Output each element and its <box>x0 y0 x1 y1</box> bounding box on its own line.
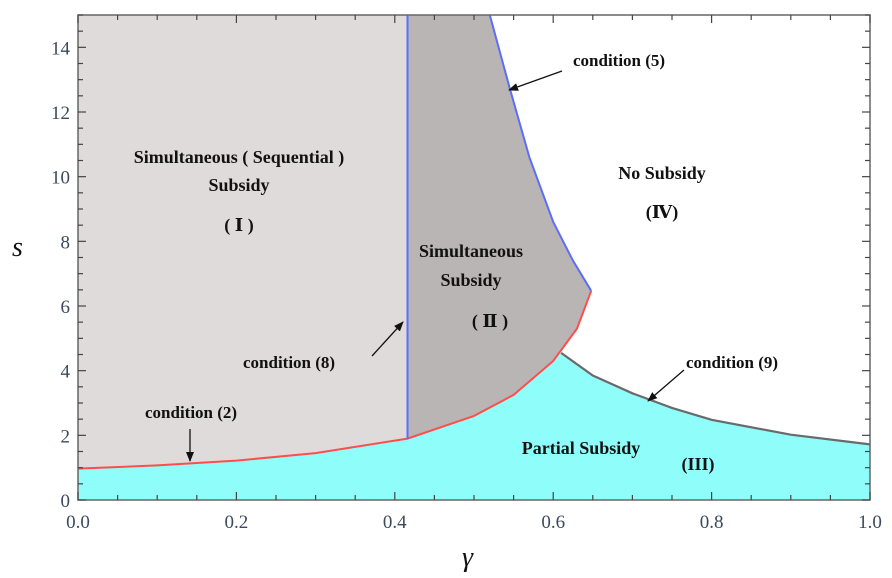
y-tick-label: 14 <box>51 38 71 59</box>
annotation-condition-9: condition (9) <box>686 353 778 372</box>
region-II-label-line1: Simultaneous <box>419 241 523 261</box>
x-tick-label: 0.6 <box>541 512 565 533</box>
arrow-condition-9 <box>647 369 685 402</box>
x-tick-label: 0.0 <box>66 512 90 533</box>
boundary-curves <box>77 14 871 470</box>
region-I-label-line2: Subsidy <box>208 175 269 195</box>
region-III <box>78 352 870 500</box>
curve-condition-2 <box>77 290 593 470</box>
annotation-condition-5: condition (5) <box>573 51 665 70</box>
y-axis-label: s <box>12 232 23 263</box>
region-III-label: Partial Subsidy <box>522 438 641 458</box>
y-tick-label: 0 <box>61 491 71 512</box>
curve-condition-5 <box>488 14 593 292</box>
x-axis-label: γ <box>462 542 474 573</box>
region-II <box>407 15 592 439</box>
y-tick-label: 12 <box>51 103 70 124</box>
arrow-condition-5 <box>508 70 563 91</box>
curve-condition-9 <box>560 352 871 446</box>
arrow-condition-8 <box>371 321 404 357</box>
x-tick-label: 0.2 <box>225 512 249 533</box>
y-tick-label: 10 <box>51 168 70 189</box>
region-I <box>78 15 408 469</box>
y-tick-label: 2 <box>61 426 71 447</box>
x-tick-label: 0.4 <box>383 512 407 533</box>
region-IV-numeral: (Ⅳ) <box>646 202 678 223</box>
region-IV-label: No Subsidy <box>618 163 706 183</box>
x-tick-label: 1.0 <box>858 512 882 533</box>
region-III-numeral: (III) <box>681 454 714 475</box>
region-I-numeral: ( Ⅰ ) <box>224 215 253 236</box>
regions <box>78 15 870 500</box>
y-tick-label: 6 <box>61 297 71 318</box>
y-tick-label: 8 <box>61 232 71 253</box>
region-I-label-line1: Simultaneous ( Sequential ) <box>134 147 345 168</box>
annotation-condition-8: condition (8) <box>243 353 335 372</box>
x-tick-label: 0.8 <box>700 512 724 533</box>
ticks: 0.0 0.2 0.4 0.6 0.8 1.0 0 2 4 6 8 10 12 14 <box>51 14 882 533</box>
region-II-label-line2: Subsidy <box>440 270 501 290</box>
annotation-condition-2: condition (2) <box>145 403 237 422</box>
y-tick-label: 4 <box>61 362 71 383</box>
region-II-numeral: ( Ⅱ ) <box>472 311 508 332</box>
